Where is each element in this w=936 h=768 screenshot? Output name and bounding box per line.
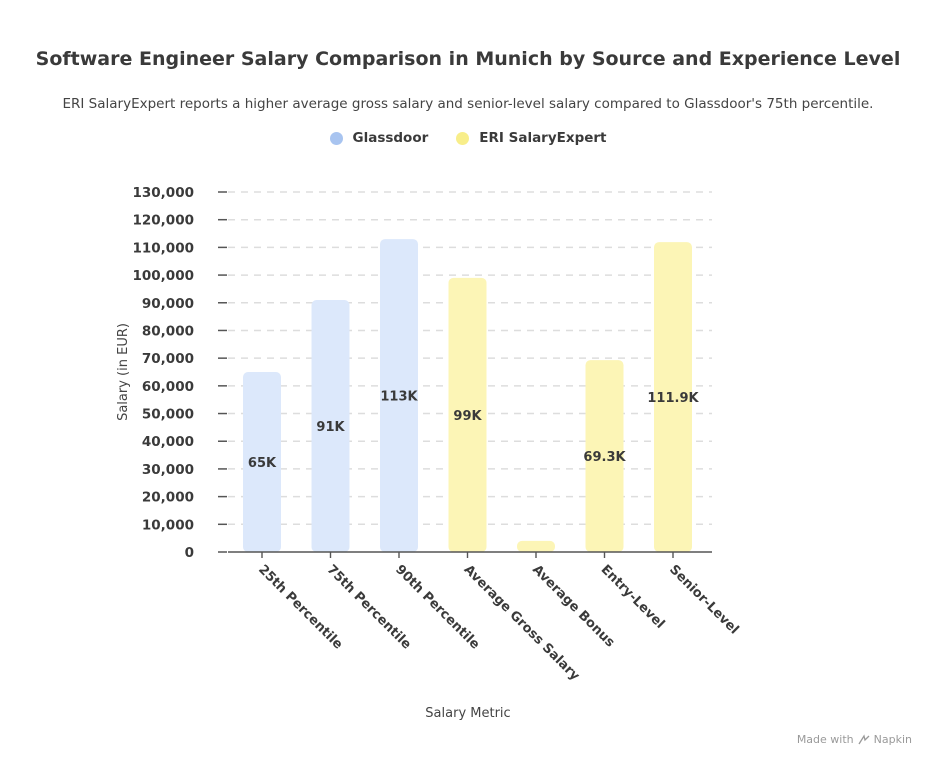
y-tick-label: 60,000 (142, 379, 194, 395)
bar-value-label: 99K (453, 409, 482, 424)
y-axis-title: Salary (in EUR) (116, 323, 131, 421)
x-tick-label: 90th Percentile (392, 562, 482, 652)
y-tick-label: 110,000 (133, 240, 195, 256)
x-tick-label: 75th Percentile (324, 562, 414, 652)
y-tick-label: 10,000 (142, 517, 194, 533)
y-axis-ticks: 0 10,000 20,000 30,000 40,000 50,000 60,000 70,… (133, 185, 227, 561)
bar[interactable] (654, 242, 692, 552)
legend-label-glassdoor: Glassdoor (352, 130, 429, 146)
bar[interactable] (380, 239, 418, 553)
bar-value-label: 91K (316, 420, 345, 435)
bar-value-label: 113K (380, 390, 418, 405)
bar[interactable] (517, 540, 555, 552)
footer-credit[interactable]: Made with Napkin (797, 733, 912, 746)
y-tick-label: 130,000 (133, 185, 195, 201)
y-tick-label: 0 (185, 545, 194, 561)
footer-brand: Napkin (873, 733, 912, 746)
bar[interactable] (585, 360, 624, 552)
legend-item-glassdoor[interactable]: Glassdoor (329, 130, 429, 146)
bar[interactable] (243, 372, 281, 552)
x-tick-label: Average Gross Salary (461, 562, 583, 684)
legend: Glassdoor ERI SalaryExpert (0, 130, 936, 146)
y-tick-label: 40,000 (142, 434, 194, 450)
y-tick-label: 70,000 (142, 351, 194, 367)
y-tick-label: 80,000 (142, 323, 194, 339)
y-tick-label: 50,000 (142, 407, 194, 423)
x-tick-label: Senior-Level (666, 562, 741, 637)
bars (243, 239, 692, 553)
y-tick-label: 20,000 (142, 490, 194, 506)
bar-value-label: 65K (248, 456, 277, 471)
legend-swatch-eri-salaryexpert (456, 131, 470, 145)
y-tick-label: 30,000 (142, 462, 194, 478)
legend-item-eri-salaryexpert[interactable]: ERI SalaryExpert (456, 130, 607, 146)
bar[interactable] (448, 277, 487, 552)
x-tick-label: Average Bonus (529, 562, 617, 650)
y-tick-label: 120,000 (133, 213, 195, 229)
legend-label-eri-salaryexpert: ERI SalaryExpert (479, 130, 607, 146)
napkin-logo-icon (858, 733, 870, 744)
y-tick-label: 90,000 (142, 296, 194, 312)
x-tick-label: 25th Percentile (255, 562, 345, 652)
chart-subtitle: ERI SalaryExpert reports a higher averag… (62, 96, 874, 112)
bar-value-label: 69.3K (583, 450, 626, 465)
footer-made-with: Made with (796, 733, 854, 746)
bar-value-labels: 65K 91K 113K 99K 69.3K 111.9K (248, 390, 700, 471)
x-axis-title: Salary Metric (425, 706, 510, 721)
bar-value-label: 111.9K (647, 391, 699, 406)
grid-lines (228, 191, 712, 526)
y-tick-label: 100,000 (133, 268, 195, 284)
bar[interactable] (311, 300, 350, 552)
legend-swatch-glassdoor (329, 131, 343, 145)
chart-title: Software Engineer Salary Comparison in M… (35, 48, 901, 70)
x-tick-label: Entry-Level (598, 562, 668, 632)
